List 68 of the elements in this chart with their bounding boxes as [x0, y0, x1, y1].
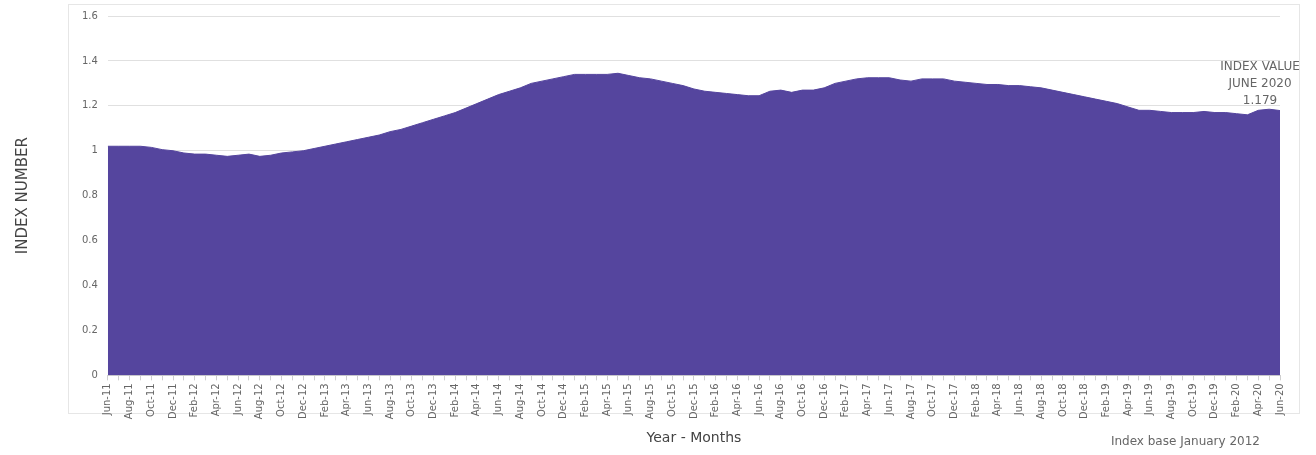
x-tick-label: Feb-13 — [318, 383, 330, 418]
x-tick-label: Feb-17 — [839, 383, 851, 418]
x-tick-label: Apr-17 — [861, 383, 873, 417]
x-tick-label: Apr-18 — [991, 383, 1003, 417]
y-tick-label: 0.2 — [82, 324, 98, 336]
y-tick-label: 0.8 — [82, 189, 98, 201]
x-tick-label: Dec-19 — [1208, 383, 1220, 420]
x-tick-label: Apr-13 — [340, 383, 352, 417]
x-tick-label: Apr-12 — [210, 383, 222, 417]
x-tick-label: Feb-14 — [448, 383, 460, 418]
x-tick-label: Dec-14 — [557, 383, 569, 420]
x-tick-label: Oct-19 — [1186, 383, 1198, 417]
x-tick-label: Feb-20 — [1230, 383, 1242, 418]
x-tick-label: Dec-17 — [948, 383, 960, 420]
x-tick-label: Feb-18 — [969, 383, 981, 418]
x-tick-label: Jun-11 — [101, 383, 113, 417]
x-tick-label: Aug-16 — [774, 383, 786, 420]
x-tick-label: Jun-19 — [1143, 383, 1155, 417]
y-tick-label: 0 — [91, 368, 98, 380]
x-tick-label: Oct-14 — [535, 383, 547, 417]
y-tick-label: 1.2 — [82, 99, 98, 111]
x-tick-label: Jun-15 — [622, 383, 634, 417]
x-tick-label: Apr-20 — [1251, 383, 1263, 417]
x-tick-label: Oct-13 — [405, 383, 417, 417]
x-tick-label: Jun-16 — [752, 383, 764, 417]
x-tick-label: Apr-16 — [730, 383, 742, 417]
x-tick-label: Aug-17 — [904, 383, 916, 420]
x-tick-label: Oct-17 — [926, 383, 938, 417]
x-tick-label: Oct-18 — [1056, 383, 1068, 417]
x-tick-label: Jun-17 — [882, 383, 894, 417]
x-tick-label: Aug-13 — [383, 383, 395, 420]
x-tick-label: Jun-20 — [1273, 383, 1285, 417]
x-tick-label: Aug-11 — [123, 383, 135, 420]
x-tick-label: Jun-14 — [492, 383, 504, 417]
x-tick-label: Oct-15 — [665, 383, 677, 417]
x-tick-label: Oct-16 — [796, 383, 808, 417]
x-tick-label: Feb-16 — [709, 383, 721, 418]
x-tick-label: Jun-12 — [231, 383, 243, 417]
y-tick-label: 1 — [91, 144, 98, 156]
x-tick-label: Oct-11 — [144, 383, 156, 417]
x-tick-label: Dec-12 — [296, 383, 308, 420]
x-tick-label: Dec-18 — [1078, 383, 1090, 420]
x-tick-label: Aug-14 — [513, 383, 525, 420]
y-axis-title: INDEX NUMBER — [12, 137, 31, 255]
y-tick-label: 1.6 — [82, 9, 98, 21]
x-tick-label: Feb-19 — [1099, 383, 1111, 418]
x-tick-label: Aug-12 — [253, 383, 265, 420]
y-tick-label: 0.4 — [82, 279, 98, 291]
y-tick-label: 1.4 — [82, 54, 98, 66]
x-tick-label: Feb-12 — [188, 383, 200, 418]
x-tick-label: Dec-16 — [817, 383, 829, 420]
x-tick-label: Dec-11 — [166, 383, 178, 420]
x-tick-label: Apr-15 — [600, 383, 612, 417]
x-tick-label: Feb-15 — [579, 383, 591, 418]
x-tick-label: Jun-18 — [1013, 383, 1025, 417]
x-tick-label: Apr-14 — [470, 383, 482, 417]
x-axis-title: Year - Months — [645, 429, 742, 446]
x-tick-label: Aug-19 — [1165, 383, 1177, 420]
y-tick-label: 0.6 — [82, 234, 98, 246]
x-tick-label: Apr-19 — [1121, 383, 1133, 417]
x-tick-label: Dec-13 — [427, 383, 439, 420]
x-tick-label: Dec-15 — [687, 383, 699, 420]
x-tick-label: Aug-15 — [644, 383, 656, 420]
x-tick-label: Oct-12 — [275, 383, 287, 417]
annotation: INDEX VALUE JUNE 2020 1.179 — [1220, 58, 1300, 107]
x-tick-label: Aug-18 — [1034, 383, 1046, 420]
text: Index base January 2012 — [1110, 434, 1260, 449]
x-tick-label: Jun-13 — [361, 383, 373, 417]
